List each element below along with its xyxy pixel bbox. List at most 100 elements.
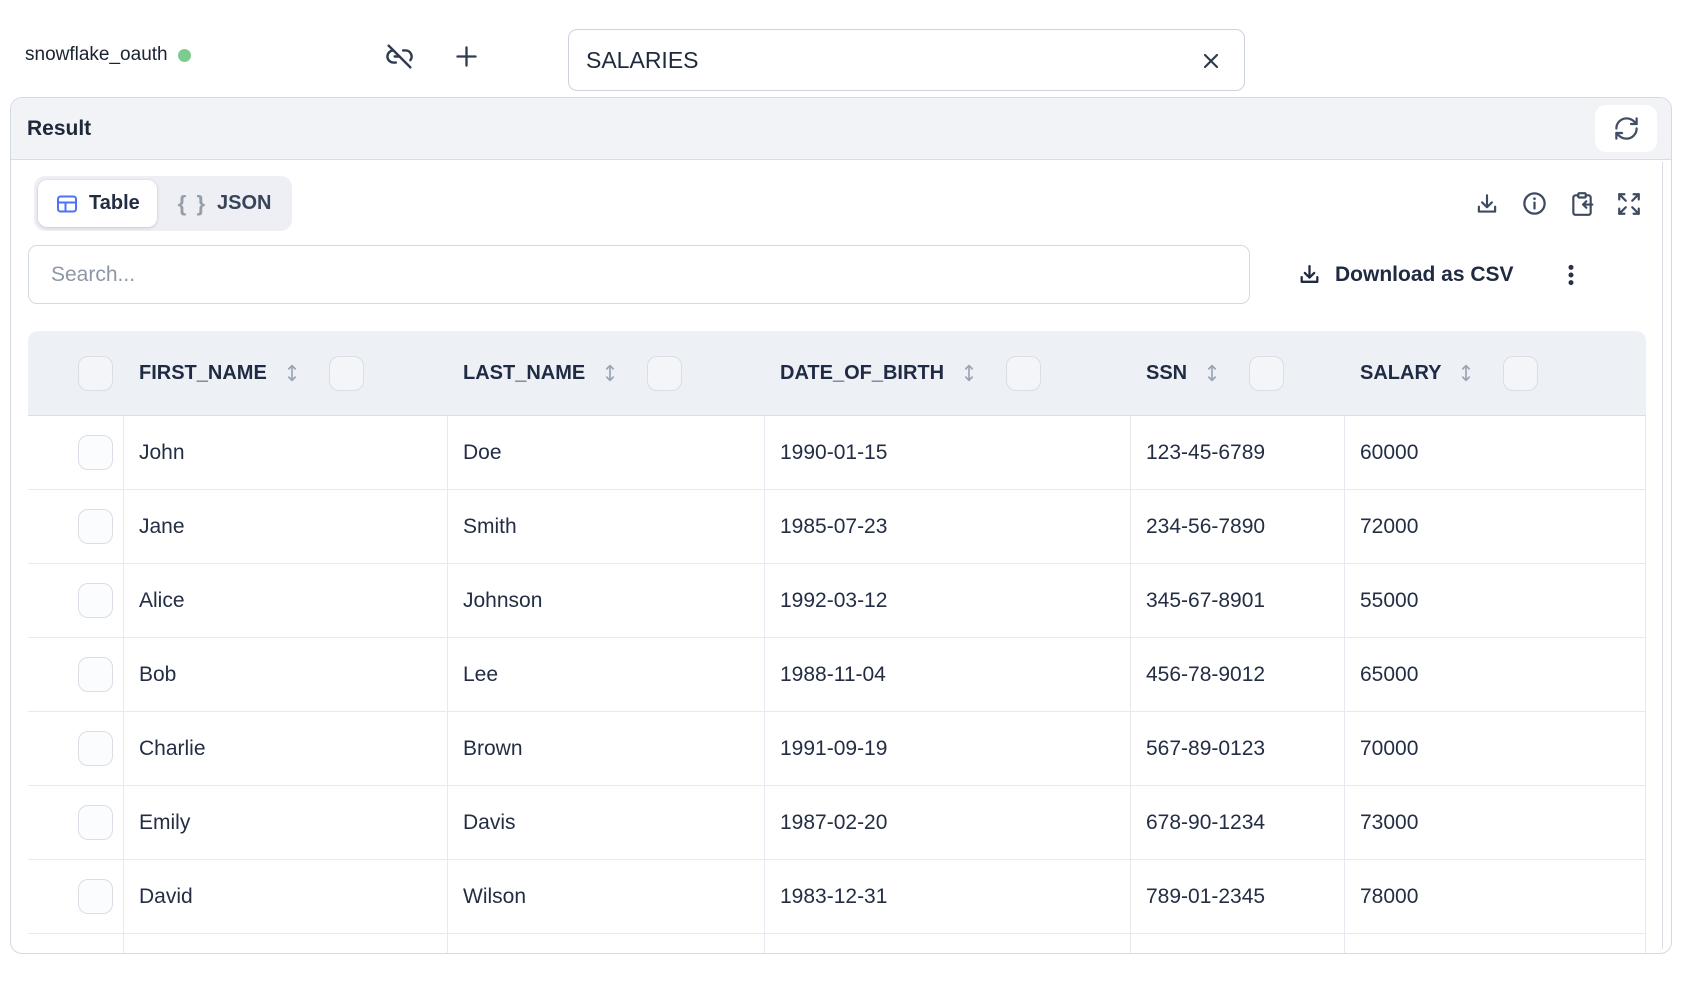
table-cell: Brown	[448, 712, 765, 786]
table-cell: Johnson	[448, 564, 765, 638]
result-toolbar: Table { } JSON	[28, 176, 1655, 231]
refresh-icon	[1613, 115, 1640, 142]
table-header-row: FIRST_NAME LAST_NAME DATE_OF_BIRTH SSN	[28, 331, 1646, 416]
row-checkbox[interactable]	[78, 805, 113, 840]
tab-json[interactable]: { } JSON	[161, 180, 289, 227]
row-select-cell	[28, 712, 124, 786]
table-cell: 567-89-0123	[1131, 712, 1345, 786]
table-cell: 78000	[1345, 860, 1646, 934]
copy-result-button[interactable]	[1569, 191, 1595, 217]
close-icon	[1199, 49, 1223, 73]
column-header[interactable]: FIRST_NAME	[124, 355, 448, 391]
sort-icon[interactable]	[1455, 360, 1477, 386]
sort-icon[interactable]	[281, 360, 303, 386]
row-select-cell	[28, 860, 124, 934]
column-checkbox[interactable]	[1249, 355, 1285, 391]
table-cell: John	[124, 416, 448, 490]
column-header[interactable]: SSN	[1131, 355, 1345, 391]
column-header[interactable]: SALARY	[1345, 355, 1646, 391]
table-cell	[448, 934, 765, 953]
clipboard-arrow-icon	[1569, 191, 1595, 217]
view-mode-tabs: Table { } JSON	[34, 176, 293, 231]
table-cell: 678-90-1234	[1131, 786, 1345, 860]
row-select-cell	[28, 564, 124, 638]
download-csv-button[interactable]: Download as CSV	[1297, 262, 1514, 287]
row-checkbox[interactable]	[78, 509, 113, 544]
table-cell: 1988-11-04	[765, 638, 1131, 712]
scrollbar-track[interactable]	[1661, 162, 1663, 949]
info-icon	[1521, 190, 1548, 217]
row-checkbox[interactable]	[78, 435, 113, 470]
kebab-menu-icon	[1558, 262, 1584, 288]
table-cell: 1985-07-23	[765, 490, 1131, 564]
table-cell: Alice	[124, 564, 448, 638]
row-checkbox[interactable]	[78, 731, 113, 766]
row-select-cell	[28, 638, 124, 712]
table-cell: 70000	[1345, 712, 1646, 786]
sort-icon[interactable]	[599, 360, 621, 386]
select-all-checkbox[interactable]	[78, 355, 113, 391]
table-cell: Bob	[124, 638, 448, 712]
sort-icon[interactable]	[958, 360, 980, 386]
column-checkbox[interactable]	[1006, 355, 1042, 391]
row-select-cell	[28, 416, 124, 490]
table-cell	[124, 934, 448, 953]
connection-resource[interactable]: snowflake_oauth	[25, 44, 191, 66]
table-cell: 73000	[1345, 786, 1646, 860]
table-cell: 72000	[1345, 490, 1646, 564]
table-row: Jane Smith 1985-07-23 234-56-7890 72000	[28, 490, 1646, 564]
table-controls-row: Download as CSV	[28, 245, 1655, 304]
tab-json-label: JSON	[217, 192, 272, 214]
result-utility-icons	[1474, 190, 1642, 217]
table-row: John Doe 1990-01-15 123-45-6789 60000	[28, 416, 1646, 490]
result-info-button[interactable]	[1521, 190, 1548, 217]
result-table: FIRST_NAME LAST_NAME DATE_OF_BIRTH SSN	[28, 331, 1646, 954]
row-select-cell	[28, 490, 124, 564]
download-result-button[interactable]	[1474, 191, 1500, 217]
table-cell: Emily	[124, 786, 448, 860]
disconnect-button[interactable]	[385, 42, 414, 71]
table-cell: Davis	[448, 786, 765, 860]
table-cell: 1987-02-20	[765, 786, 1131, 860]
row-checkbox[interactable]	[78, 583, 113, 618]
table-cell: 234-56-7890	[1131, 490, 1345, 564]
search-input[interactable]	[28, 245, 1250, 304]
table-cell: Wilson	[448, 860, 765, 934]
column-checkbox[interactable]	[328, 355, 364, 391]
table-cell: 345-67-8901	[1131, 564, 1345, 638]
query-tab	[568, 29, 1245, 91]
close-query-button[interactable]	[1199, 49, 1223, 73]
download-csv-label: Download as CSV	[1335, 262, 1514, 286]
table-cell	[765, 934, 1131, 953]
table-cell: Jane	[124, 490, 448, 564]
sort-icon[interactable]	[1201, 360, 1223, 386]
table-cell: 1991-09-19	[765, 712, 1131, 786]
result-panel-body: Table { } JSON	[11, 160, 1671, 953]
column-header[interactable]: LAST_NAME	[448, 355, 765, 391]
fullscreen-button[interactable]	[1616, 191, 1642, 217]
table-cell: 1983-12-31	[765, 860, 1131, 934]
row-checkbox[interactable]	[78, 879, 113, 914]
result-panel-header: Result	[11, 98, 1671, 160]
row-checkbox[interactable]	[78, 657, 113, 692]
table-cell: 1992-03-12	[765, 564, 1131, 638]
column-header[interactable]: DATE_OF_BIRTH	[765, 355, 1131, 391]
add-query-button[interactable]	[451, 41, 482, 72]
row-checkbox[interactable]	[78, 953, 113, 954]
column-checkbox[interactable]	[647, 355, 683, 391]
table-cell: 789-01-2345	[1131, 860, 1345, 934]
download-icon	[1474, 191, 1500, 217]
column-header-label: SALARY	[1360, 361, 1442, 384]
column-checkbox[interactable]	[1503, 355, 1539, 391]
refresh-button[interactable]	[1595, 105, 1657, 152]
tab-table[interactable]: Table	[38, 180, 157, 227]
column-header-label: FIRST_NAME	[139, 361, 267, 384]
table-cell: 123-45-6789	[1131, 416, 1345, 490]
table-body: John Doe 1990-01-15 123-45-6789 60000 Jane Sm…	[28, 416, 1646, 954]
column-header-label: SSN	[1146, 361, 1188, 384]
more-options-button[interactable]	[1558, 262, 1584, 288]
table-cell	[1131, 934, 1345, 953]
table-row	[28, 934, 1646, 954]
panel-title: Result	[27, 116, 92, 140]
query-name-input[interactable]	[569, 30, 1244, 90]
